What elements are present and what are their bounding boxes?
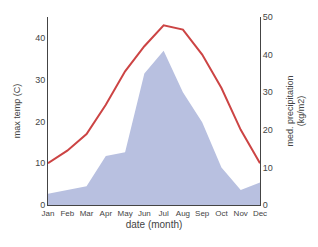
- svg-text:Dec: Dec: [253, 209, 267, 218]
- svg-text:Jun: Jun: [138, 209, 151, 218]
- svg-text:50: 50: [263, 12, 273, 22]
- svg-text:Nov: Nov: [234, 209, 248, 218]
- svg-text:Feb: Feb: [60, 209, 74, 218]
- svg-text:Jul: Jul: [159, 209, 169, 218]
- svg-text:Jan: Jan: [42, 209, 55, 218]
- svg-text:40: 40: [263, 50, 273, 60]
- svg-text:Sep: Sep: [195, 209, 210, 218]
- svg-text:May: May: [118, 209, 133, 218]
- svg-text:20: 20: [263, 125, 273, 135]
- svg-text:max temp (C): max temp (C): [12, 84, 22, 139]
- svg-text:Oct: Oct: [215, 209, 228, 218]
- svg-text:30: 30: [35, 75, 45, 85]
- svg-text:10: 10: [35, 158, 45, 168]
- svg-text:Apr: Apr: [100, 209, 113, 218]
- svg-text:Aug: Aug: [176, 209, 190, 218]
- svg-text:date (month): date (month): [126, 219, 183, 230]
- svg-text:0: 0: [40, 200, 45, 210]
- svg-text:0: 0: [263, 200, 268, 210]
- svg-text:30: 30: [263, 87, 273, 97]
- svg-text:Mar: Mar: [80, 209, 94, 218]
- svg-text:40: 40: [35, 33, 45, 43]
- svg-text:med. precipitation(kg/m2): med. precipitation(kg/m2): [285, 75, 307, 146]
- svg-text:10: 10: [263, 163, 273, 173]
- svg-text:20: 20: [35, 117, 45, 127]
